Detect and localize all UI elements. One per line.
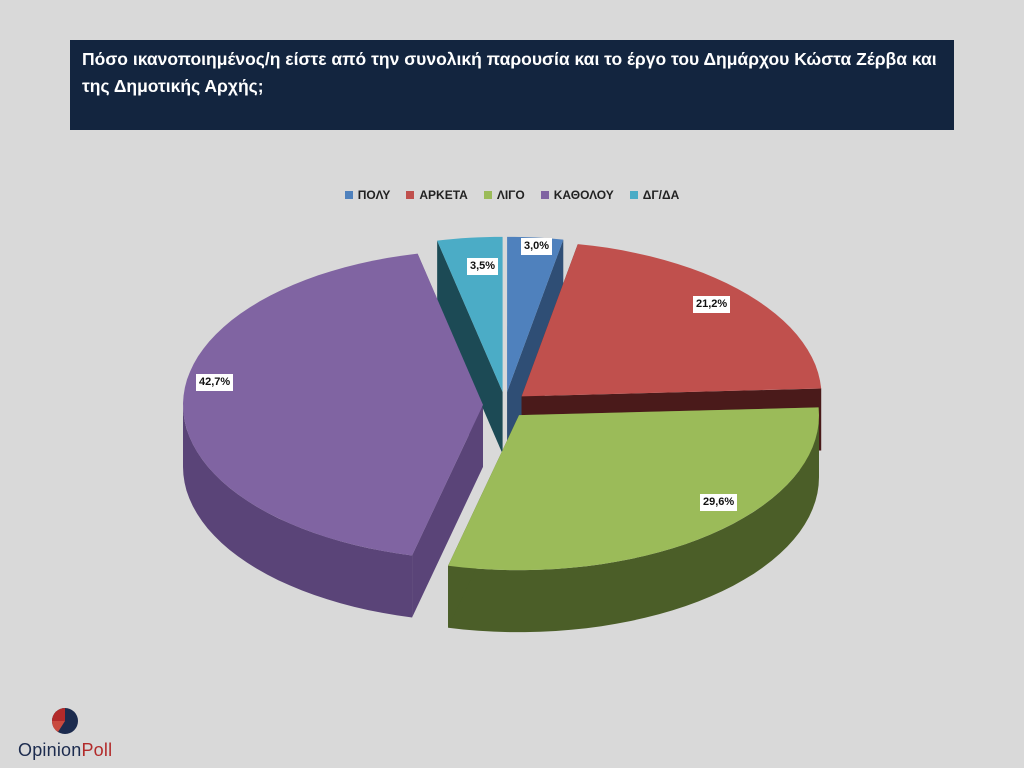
- legend-item-2: ΛΙΓΟ: [483, 188, 525, 202]
- slice-wall-3-0: [412, 404, 484, 618]
- legend-label: ΔΓ/ΔΑ: [642, 188, 680, 202]
- legend-label: ΚΑΘΟΛΟΥ: [553, 188, 614, 202]
- legend-item-4: ΔΓ/ΔΑ: [629, 188, 680, 202]
- legend-label: ΛΙΓΟ: [496, 188, 525, 202]
- data-label-0: 3,0%: [521, 238, 553, 255]
- data-label-1: 21,2%: [693, 296, 731, 313]
- slice-side-3: [183, 404, 413, 618]
- legend-label: ΠΟΛΥ: [357, 188, 391, 202]
- data-label-2: 29,6%: [700, 494, 738, 511]
- legend-swatch: [629, 191, 638, 199]
- logo-text: OpinionPoll: [18, 740, 112, 761]
- legend-swatch: [483, 191, 492, 199]
- legend-swatch: [344, 191, 353, 199]
- chart-title: Πόσο ικανοποιημένος/η είστε από την συνο…: [82, 49, 937, 96]
- chart-legend: ΠΟΛΥ ΑΡΚΕΤΑ ΛΙΓΟ ΚΑΘΟΛΟΥ ΔΓ/ΔΑ: [0, 188, 1024, 202]
- data-label-4: 3,5%: [467, 258, 499, 275]
- legend-label: ΑΡΚΕΤΑ: [419, 188, 468, 202]
- slice-ΠΟΛΥ: [507, 236, 564, 392]
- slice-ΔΓ/ΔΑ: [437, 236, 503, 392]
- legend-swatch: [406, 191, 415, 199]
- slice-ΚΑΘΟΛΟΥ: [183, 253, 484, 556]
- slice-ΛΙΓΟ: [448, 407, 819, 571]
- logo-text-part2: Poll: [81, 740, 113, 760]
- title-banner: Πόσο ικανοποιημένος/η είστε από την συνο…: [70, 40, 954, 130]
- slice-wall-0-1: [507, 239, 564, 454]
- logo-mark-icon: [51, 708, 78, 734]
- legend-item-1: ΑΡΚΕΤΑ: [406, 188, 468, 202]
- logo-text-part1: Opinion: [18, 740, 82, 760]
- slice-ΑΡΚΕΤΑ: [521, 244, 822, 397]
- opinionpoll-logo: OpinionPoll: [18, 706, 138, 762]
- legend-item-3: ΚΑΘΟΛΟΥ: [540, 188, 614, 202]
- legend-swatch: [540, 191, 549, 199]
- data-label-3: 42,7%: [196, 374, 234, 391]
- slice-side-2: [448, 415, 819, 633]
- slice-wall-4-0: [437, 240, 503, 454]
- legend-item-0: ΠΟΛΥ: [344, 188, 391, 202]
